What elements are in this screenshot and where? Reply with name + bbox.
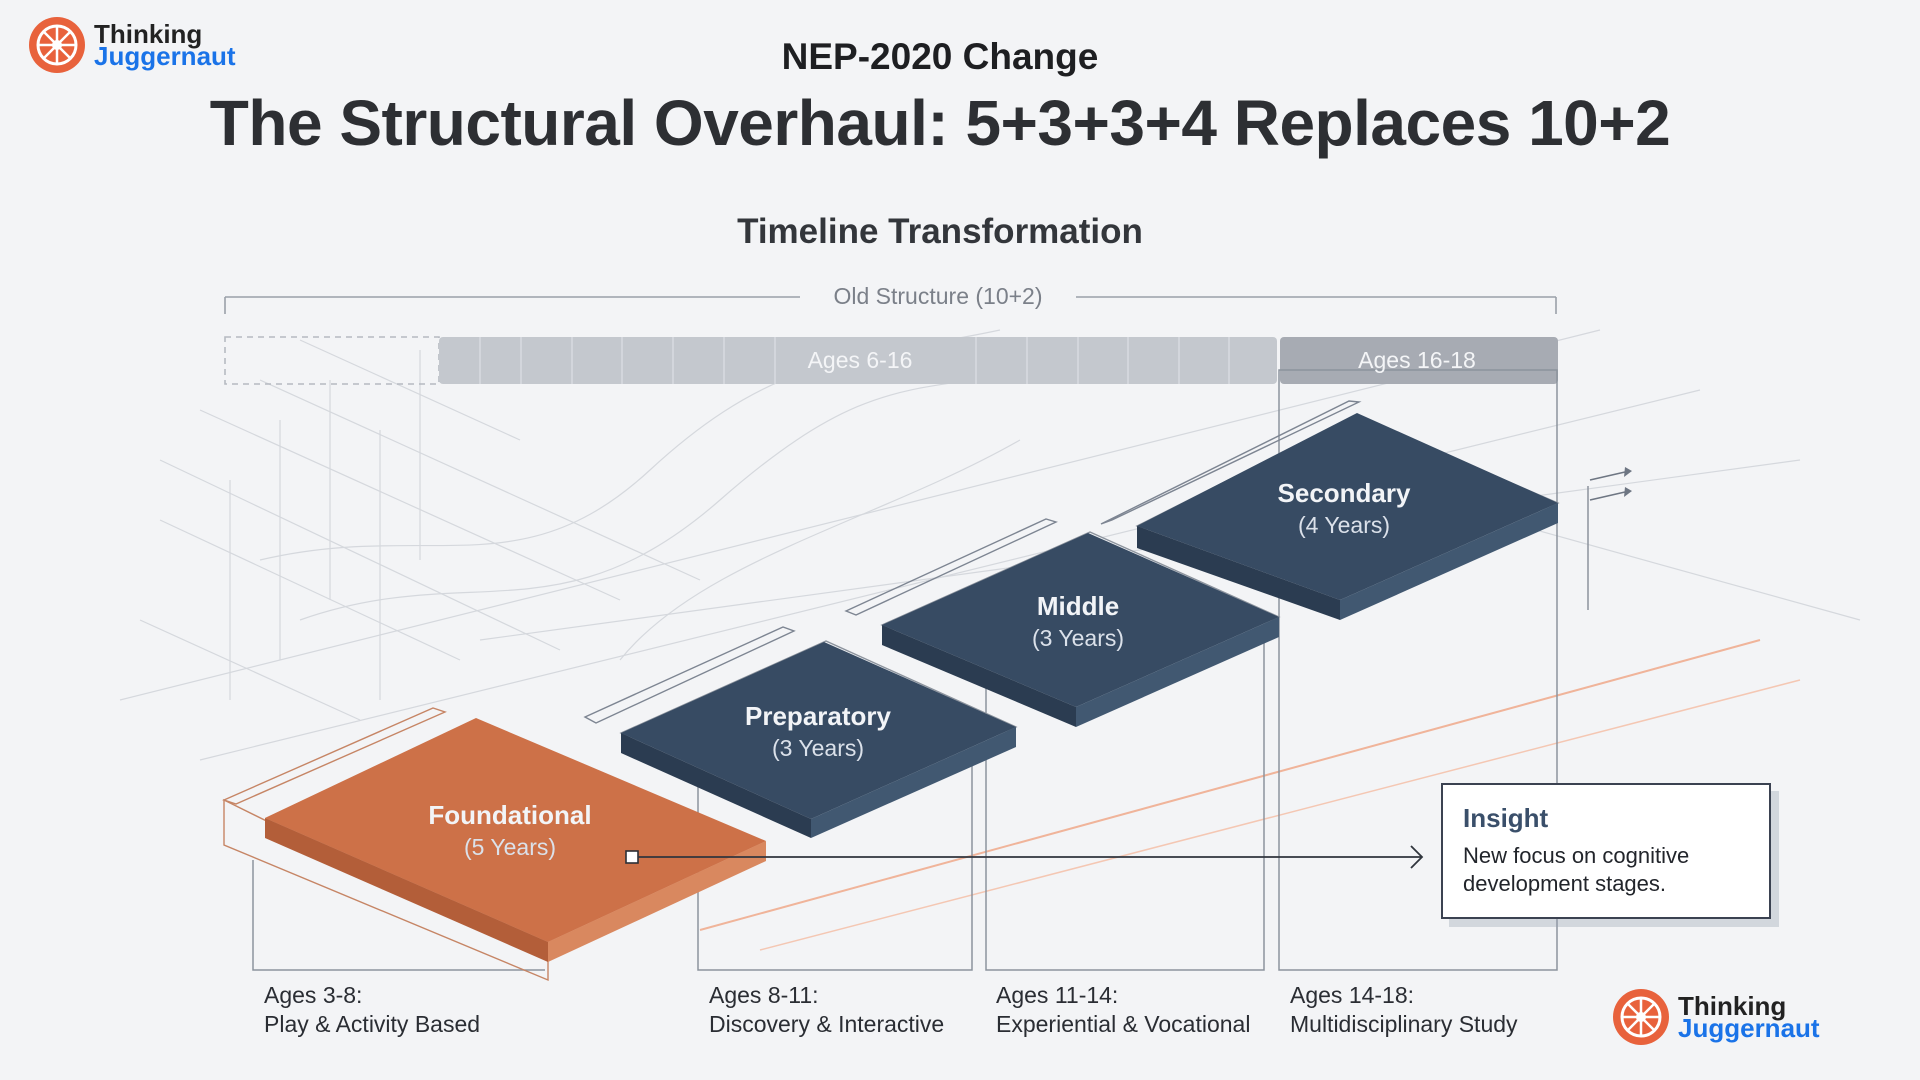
old-structure-label: Old Structure (10+2) bbox=[800, 283, 1076, 310]
wheel-icon bbox=[1613, 989, 1669, 1045]
stage-focus: Experiential & Vocational bbox=[996, 1011, 1251, 1037]
insight-heading: Insight bbox=[1463, 803, 1549, 833]
stage-label-secondary: Secondary (4 Years) bbox=[1234, 477, 1454, 541]
diagram-subtitle: Timeline Transformation bbox=[737, 212, 1143, 251]
old-bar-label-ages-16-18: Ages 16-18 bbox=[1358, 347, 1476, 373]
age-range: Ages 14-18: bbox=[1290, 982, 1415, 1008]
stage-block-middle bbox=[844, 518, 1281, 727]
stage-name: Secondary bbox=[1277, 478, 1411, 508]
stage-block-secondary bbox=[1100, 400, 1632, 620]
age-range-middle: Ages 11-14: Experiential & Vocational bbox=[996, 981, 1250, 1039]
old-bar-ticks bbox=[479, 337, 1230, 384]
brand-word-juggernaut: Juggernaut bbox=[94, 41, 236, 71]
stage-duration: (3 Years) bbox=[1031, 625, 1125, 651]
brand-word-thinking: Thinking bbox=[1678, 991, 1787, 1021]
stage-duration: (4 Years) bbox=[1297, 512, 1391, 538]
stage-name: Preparatory bbox=[745, 701, 891, 731]
old-structure-bracket bbox=[224, 296, 1557, 314]
brand-logo-top: Thinking Juggernaut bbox=[28, 16, 236, 74]
stage-name: Middle bbox=[1036, 591, 1120, 621]
old-bar-ages-6-16 bbox=[439, 337, 1277, 384]
insight-callout: Insight New focus on cognitive developme… bbox=[1441, 783, 1771, 919]
stage-focus: Discovery & Interactive bbox=[709, 1011, 945, 1037]
wheel-icon bbox=[29, 17, 85, 73]
age-range-secondary: Ages 14-18: Multidisciplinary Study bbox=[1290, 981, 1518, 1039]
age-range: Ages 3-8: bbox=[264, 982, 363, 1008]
page-title: The Structural Overhaul: 5+3+3+4 Replace… bbox=[209, 87, 1671, 159]
old-bar-ages-16-18 bbox=[1280, 337, 1558, 384]
stage-focus: Multidisciplinary Study bbox=[1290, 1011, 1518, 1037]
background-grid bbox=[119, 329, 1861, 761]
old-bar-label-ages-6-16: Ages 6-16 bbox=[807, 347, 913, 373]
stage-duration: (3 Years) bbox=[771, 735, 865, 761]
age-range-foundational: Ages 3-8: Play & Activity Based bbox=[264, 981, 480, 1039]
connector-node bbox=[625, 850, 639, 864]
stage-name: Foundational bbox=[428, 800, 592, 830]
stage-label-foundational: Foundational (5 Years) bbox=[400, 799, 620, 863]
stage-block-preparatory bbox=[583, 626, 1018, 838]
brand-word-juggernaut: Juggernaut bbox=[1678, 1013, 1820, 1043]
stage-block-foundational bbox=[222, 707, 766, 982]
insight-text: New focus on cognitive development stage… bbox=[1463, 843, 1690, 896]
page-kicker: NEP-2020 Change bbox=[781, 36, 1099, 77]
brand-word-thinking: Thinking bbox=[94, 19, 203, 49]
pre-school-gap bbox=[224, 336, 440, 385]
stage-focus: Play & Activity Based bbox=[264, 1011, 481, 1037]
stage-label-preparatory: Preparatory (3 Years) bbox=[708, 700, 928, 764]
age-range: Ages 11-14: bbox=[996, 982, 1119, 1008]
stage-label-middle: Middle (3 Years) bbox=[968, 590, 1188, 654]
brand-logo-bottom: Thinking Juggernaut bbox=[1612, 988, 1820, 1046]
age-range: Ages 8-11: bbox=[709, 982, 819, 1008]
age-range-preparatory: Ages 8-11: Discovery & Interactive bbox=[709, 981, 944, 1039]
stage-duration: (5 Years) bbox=[463, 834, 557, 860]
